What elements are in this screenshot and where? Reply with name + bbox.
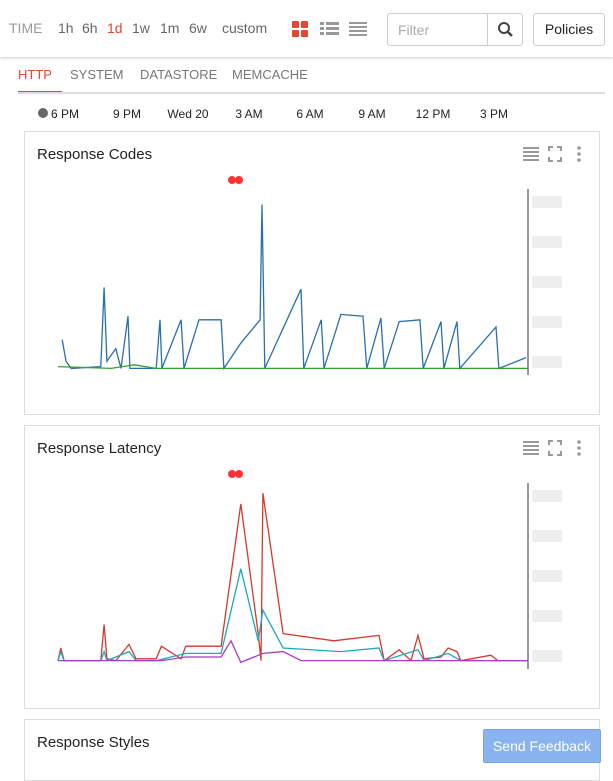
menu-icon xyxy=(523,441,539,443)
filter-input[interactable]: Filter xyxy=(387,13,488,46)
view-icons xyxy=(292,21,367,37)
range-option[interactable]: 1w xyxy=(132,20,150,36)
status-dot xyxy=(235,176,243,184)
panel-title: Response Codes xyxy=(37,146,153,163)
blurred-label xyxy=(532,570,562,582)
blurred-label xyxy=(532,316,562,328)
tab[interactable]: SYSTEM xyxy=(70,67,124,82)
series-line xyxy=(57,364,528,370)
menu-icon xyxy=(523,453,539,455)
more-icon xyxy=(577,440,581,444)
chart xyxy=(57,470,562,669)
timeline-label: Wed 20 xyxy=(167,107,209,121)
blurred-label xyxy=(532,610,562,622)
status-dot xyxy=(235,470,243,478)
menu-icon xyxy=(523,159,539,161)
expand-icon xyxy=(548,146,562,162)
blurred-label xyxy=(532,356,562,368)
panel-icons[interactable] xyxy=(521,144,591,164)
range-option[interactable]: 1h xyxy=(58,20,74,36)
series-line xyxy=(57,493,528,662)
filter-placeholder: Filter xyxy=(398,22,430,38)
tab[interactable]: DATASTORE xyxy=(140,67,218,82)
more-icon xyxy=(577,146,581,150)
series-line xyxy=(58,639,528,664)
time-label: TIME xyxy=(9,20,43,36)
panel-title: Response Latency xyxy=(37,440,162,457)
timeline-label: 6 AM xyxy=(296,107,324,121)
feedback-button[interactable]: Send Feedback xyxy=(483,729,601,763)
more-icon xyxy=(577,446,581,450)
status-dot xyxy=(228,176,236,184)
panel-title: Response Styles xyxy=(37,734,150,751)
timeline-label: 6 PM xyxy=(50,107,80,121)
more-icon xyxy=(577,158,581,162)
tab[interactable]: HTTP xyxy=(18,67,52,82)
timeline-label: 3 PM xyxy=(479,107,509,121)
panel: Response Codes xyxy=(24,131,600,415)
timeline-label: 9 AM xyxy=(358,107,386,121)
panel-icons[interactable] xyxy=(521,438,591,458)
timeline-label: 9 PM xyxy=(112,107,142,121)
more-icon xyxy=(577,452,581,456)
toolbar: TIME 1h 6h 1d 1w 1m 6w custom Filter Policies xyxy=(0,0,613,57)
series-line xyxy=(57,568,528,662)
tab[interactable]: MEMCACHE xyxy=(232,67,308,82)
status-dot xyxy=(228,470,236,478)
blurred-label xyxy=(532,490,562,502)
chart xyxy=(57,176,562,375)
policies-button[interactable]: Policies xyxy=(533,13,605,46)
blurred-label xyxy=(532,276,562,288)
tab-rule xyxy=(18,92,605,94)
series-line xyxy=(61,204,527,371)
expand-icon xyxy=(548,440,562,456)
blurred-label xyxy=(532,236,562,248)
search-button[interactable] xyxy=(487,13,523,46)
range-option[interactable]: 1d xyxy=(107,20,123,36)
timeline-label: 12 PM xyxy=(415,107,451,121)
range-option[interactable]: 1m xyxy=(160,20,180,36)
menu-icon xyxy=(523,147,539,149)
menu-icon xyxy=(523,155,539,157)
range-option[interactable]: 6w xyxy=(189,20,207,36)
search-icon xyxy=(498,22,513,37)
range-option[interactable]: custom xyxy=(222,20,268,36)
timeline-dot xyxy=(38,108,48,118)
blurred-label xyxy=(532,196,562,208)
blurred-label xyxy=(532,530,562,542)
more-icon xyxy=(577,152,581,156)
timeline-label: 3 AM xyxy=(235,107,263,121)
blurred-label xyxy=(532,650,562,662)
menu-icon xyxy=(523,151,539,153)
range-option[interactable]: 6h xyxy=(82,20,98,36)
menu-icon xyxy=(523,445,539,447)
panel: Response Latency xyxy=(24,425,600,709)
menu-icon xyxy=(523,449,539,451)
